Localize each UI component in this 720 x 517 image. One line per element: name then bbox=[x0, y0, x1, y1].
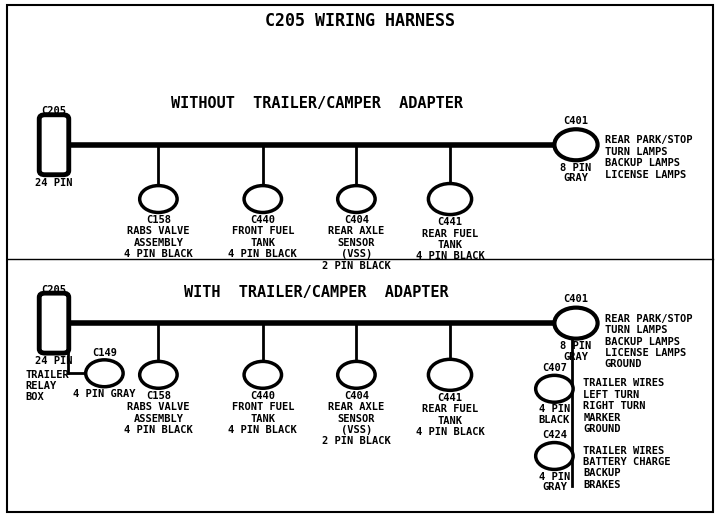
Text: C401: C401 bbox=[564, 294, 588, 304]
Text: TRAILER WIRES: TRAILER WIRES bbox=[583, 446, 665, 455]
Text: 24 PIN: 24 PIN bbox=[35, 178, 73, 188]
Text: C441: C441 bbox=[438, 393, 462, 403]
FancyBboxPatch shape bbox=[40, 293, 69, 353]
Text: GRAY: GRAY bbox=[564, 352, 588, 361]
Text: 4 PIN BLACK: 4 PIN BLACK bbox=[415, 427, 485, 437]
Text: 24 PIN: 24 PIN bbox=[35, 356, 73, 366]
Circle shape bbox=[244, 186, 282, 212]
Text: REAR FUEL: REAR FUEL bbox=[422, 229, 478, 238]
Circle shape bbox=[338, 361, 375, 388]
Text: RABS VALVE: RABS VALVE bbox=[127, 402, 189, 412]
Text: LICENSE LAMPS: LICENSE LAMPS bbox=[605, 348, 686, 358]
Text: REAR PARK/STOP: REAR PARK/STOP bbox=[605, 314, 693, 324]
Text: 8 PIN: 8 PIN bbox=[560, 163, 592, 173]
Circle shape bbox=[428, 184, 472, 215]
Circle shape bbox=[140, 361, 177, 388]
Text: (VSS): (VSS) bbox=[341, 425, 372, 435]
Text: REAR FUEL: REAR FUEL bbox=[422, 404, 478, 414]
Text: 2 PIN BLACK: 2 PIN BLACK bbox=[322, 261, 391, 270]
Text: WITHOUT  TRAILER/CAMPER  ADAPTER: WITHOUT TRAILER/CAMPER ADAPTER bbox=[171, 96, 463, 111]
Text: C205: C205 bbox=[42, 107, 66, 116]
Circle shape bbox=[554, 129, 598, 160]
Text: ASSEMBLY: ASSEMBLY bbox=[133, 414, 184, 423]
Text: 4 PIN GRAY: 4 PIN GRAY bbox=[73, 389, 135, 399]
Text: C441: C441 bbox=[438, 217, 462, 227]
Text: (VSS): (VSS) bbox=[341, 249, 372, 259]
Text: MARKER: MARKER bbox=[583, 413, 621, 422]
Text: C424: C424 bbox=[542, 431, 567, 440]
Text: TANK: TANK bbox=[251, 238, 275, 248]
Text: FRONT FUEL: FRONT FUEL bbox=[232, 226, 294, 236]
Text: 4 PIN BLACK: 4 PIN BLACK bbox=[228, 249, 297, 259]
Text: C440: C440 bbox=[251, 391, 275, 401]
Text: 4 PIN: 4 PIN bbox=[539, 472, 570, 481]
Text: C149: C149 bbox=[92, 348, 117, 358]
Text: LICENSE LAMPS: LICENSE LAMPS bbox=[605, 170, 686, 179]
Text: C407: C407 bbox=[542, 363, 567, 373]
Circle shape bbox=[140, 186, 177, 212]
Text: BACKUP LAMPS: BACKUP LAMPS bbox=[605, 158, 680, 168]
Text: REAR PARK/STOP: REAR PARK/STOP bbox=[605, 135, 693, 145]
Text: FRONT FUEL: FRONT FUEL bbox=[232, 402, 294, 412]
Circle shape bbox=[536, 375, 573, 402]
Text: C401: C401 bbox=[564, 116, 588, 126]
Circle shape bbox=[244, 361, 282, 388]
Text: WITH  TRAILER/CAMPER  ADAPTER: WITH TRAILER/CAMPER ADAPTER bbox=[184, 284, 449, 300]
Text: C205 WIRING HARNESS: C205 WIRING HARNESS bbox=[265, 12, 455, 29]
Text: GRAY: GRAY bbox=[542, 482, 567, 492]
Text: REAR AXLE: REAR AXLE bbox=[328, 402, 384, 412]
Text: TANK: TANK bbox=[438, 240, 462, 250]
Text: 4 PIN BLACK: 4 PIN BLACK bbox=[415, 251, 485, 261]
Text: BLACK: BLACK bbox=[539, 415, 570, 424]
Text: 8 PIN: 8 PIN bbox=[560, 341, 592, 351]
Circle shape bbox=[338, 186, 375, 212]
Text: RELAY: RELAY bbox=[25, 381, 56, 391]
Text: RABS VALVE: RABS VALVE bbox=[127, 226, 189, 236]
Text: SENSOR: SENSOR bbox=[338, 238, 375, 248]
Text: REAR AXLE: REAR AXLE bbox=[328, 226, 384, 236]
Text: C440: C440 bbox=[251, 215, 275, 225]
Text: GROUND: GROUND bbox=[583, 424, 621, 434]
Text: C404: C404 bbox=[344, 215, 369, 225]
Text: C158: C158 bbox=[146, 215, 171, 225]
Text: BOX: BOX bbox=[25, 392, 44, 402]
Text: RIGHT TURN: RIGHT TURN bbox=[583, 401, 646, 411]
Text: TRAILER: TRAILER bbox=[25, 370, 69, 379]
Text: TURN LAMPS: TURN LAMPS bbox=[605, 325, 667, 335]
Text: BRAKES: BRAKES bbox=[583, 480, 621, 490]
Text: 4 PIN BLACK: 4 PIN BLACK bbox=[124, 249, 193, 259]
Text: GROUND: GROUND bbox=[605, 359, 642, 369]
Text: 2 PIN BLACK: 2 PIN BLACK bbox=[322, 436, 391, 446]
Text: C158: C158 bbox=[146, 391, 171, 401]
Circle shape bbox=[554, 308, 598, 339]
Circle shape bbox=[86, 360, 123, 387]
Text: 4 PIN BLACK: 4 PIN BLACK bbox=[124, 425, 193, 435]
Text: 4 PIN BLACK: 4 PIN BLACK bbox=[228, 425, 297, 435]
Text: TRAILER WIRES: TRAILER WIRES bbox=[583, 378, 665, 388]
Text: TANK: TANK bbox=[438, 416, 462, 425]
Circle shape bbox=[428, 359, 472, 390]
Text: 4 PIN: 4 PIN bbox=[539, 404, 570, 414]
Text: C205: C205 bbox=[42, 285, 66, 295]
Text: C404: C404 bbox=[344, 391, 369, 401]
Text: BATTERY CHARGE: BATTERY CHARGE bbox=[583, 457, 671, 467]
Text: LEFT TURN: LEFT TURN bbox=[583, 390, 639, 400]
Circle shape bbox=[536, 443, 573, 469]
Text: BACKUP: BACKUP bbox=[583, 468, 621, 478]
Text: TANK: TANK bbox=[251, 414, 275, 423]
Text: BACKUP LAMPS: BACKUP LAMPS bbox=[605, 337, 680, 346]
Text: SENSOR: SENSOR bbox=[338, 414, 375, 423]
Text: TURN LAMPS: TURN LAMPS bbox=[605, 147, 667, 157]
Text: GRAY: GRAY bbox=[564, 173, 588, 183]
FancyBboxPatch shape bbox=[40, 115, 69, 175]
Text: ASSEMBLY: ASSEMBLY bbox=[133, 238, 184, 248]
